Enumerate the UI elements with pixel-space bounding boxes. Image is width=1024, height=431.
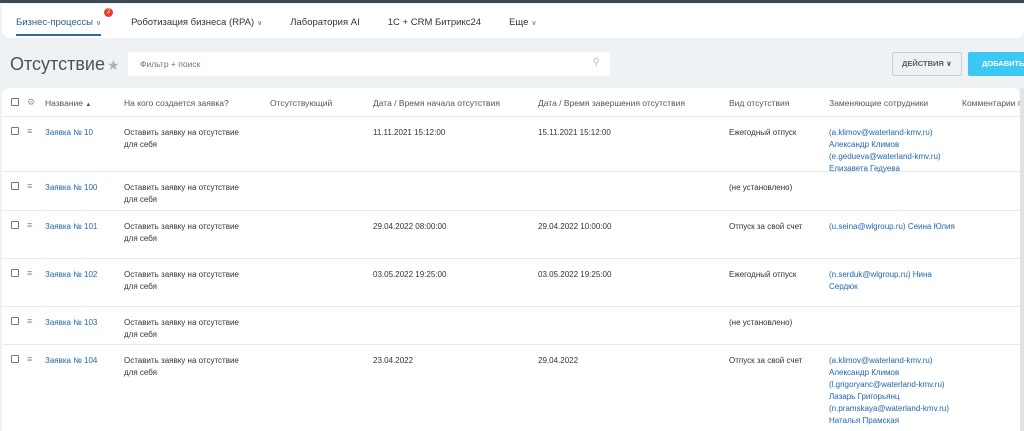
row-menu-icon[interactable]: ≡	[27, 268, 33, 278]
row-menu-icon[interactable]: ≡	[27, 316, 33, 326]
col-header-start[interactable]: Дата / Время начала отсутствия	[373, 98, 500, 108]
filter-search: ⚲	[128, 52, 610, 76]
active-tab-indicator	[16, 34, 102, 36]
actions-button[interactable]: ДЕЙСТВИЯ ∨	[892, 52, 962, 76]
request-link[interactable]: Заявка № 103	[45, 318, 98, 327]
chevron-down-icon: ∨	[531, 20, 537, 27]
tab-rpa[interactable]: Роботизация бизнеса (RPA) ∨	[131, 17, 262, 30]
col-label: Название	[45, 98, 83, 108]
search-icon[interactable]: ⚲	[592, 57, 600, 68]
gear-icon[interactable]: ⚙	[27, 97, 36, 107]
cell-for: Оставить заявку на отсутствие для себя	[124, 183, 239, 204]
request-link[interactable]: Заявка № 102	[45, 270, 98, 279]
col-header-name[interactable]: Название ▲	[45, 97, 91, 111]
cell-end: 29.04.2022	[538, 356, 579, 365]
cell-start: 03.05.2022 19:25:00	[373, 270, 447, 279]
notification-badge: 2	[104, 8, 114, 17]
star-icon[interactable]: ★	[106, 57, 120, 73]
cell-type: (не установлено)	[729, 318, 793, 327]
sort-asc-icon: ▲	[85, 102, 92, 108]
row-checkbox[interactable]	[11, 317, 19, 325]
data-grid: ⚙ Название ▲ На кого создается заявка? О…	[2, 88, 1020, 431]
cell-replacements[interactable]: (n.serduk@wlgroup.ru) Нина Сердюк	[829, 270, 932, 291]
actions-label: ДЕЙСТВИЯ	[902, 59, 944, 68]
col-header-for[interactable]: На кого создается заявка?	[124, 98, 229, 108]
table-row: ≡ Заявка № 102 Оставить заявку на отсутс…	[2, 259, 1020, 307]
tab-business-processes[interactable]: Бизнес-процессы ∨ 2	[16, 8, 114, 36]
request-link[interactable]: Заявка № 101	[45, 222, 98, 231]
cell-for: Оставить заявку на отсутствие для себя	[124, 356, 239, 377]
row-checkbox[interactable]	[11, 269, 19, 277]
select-all-checkbox[interactable]	[11, 98, 19, 106]
table-row: ≡ Заявка № 101 Оставить заявку на отсутс…	[2, 211, 1020, 259]
cell-for: Оставить заявку на отсутствие для себя	[124, 318, 239, 339]
table-row: ≡ Заявка № 103 Оставить заявку на отсутс…	[2, 307, 1020, 345]
col-header-replacements[interactable]: Заменяющие сотрудники	[829, 98, 929, 108]
cell-type: Ежегодный отпуск	[729, 270, 797, 279]
chevron-down-icon: ∨	[945, 59, 952, 68]
table-row: ≡ Заявка № 100 Оставить заявку на отсутс…	[2, 172, 1020, 211]
col-header-absent[interactable]: Отсутствующий	[270, 98, 333, 108]
cell-start: 11.11.2021 15:12:00	[373, 128, 446, 137]
page-title-text: Отсутствие	[10, 54, 105, 74]
row-checkbox[interactable]	[11, 355, 19, 363]
top-nav: Бизнес-процессы ∨ 2 Роботизация бизнеса (R…	[2, 4, 1024, 38]
col-header-comments[interactable]: Комментарии п	[962, 98, 1020, 108]
cell-for: Оставить заявку на отсутствие для себя	[124, 128, 239, 149]
cell-type: (не установлено)	[729, 183, 793, 192]
top-bar	[0, 0, 1024, 3]
table-header: ⚙ Название ▲ На кого создается заявка? О…	[2, 88, 1020, 117]
table-row: ≡ Заявка № 104 Оставить заявку на отсутс…	[2, 345, 1020, 431]
tab-more[interactable]: Еще ∨	[509, 17, 536, 30]
row-checkbox[interactable]	[11, 182, 19, 190]
add-button[interactable]: ДОБАВИТЬ	[968, 52, 1024, 76]
cell-type: Отпуск за свой счет	[729, 222, 803, 231]
cell-replacements[interactable]: (a.klimov@waterland-kmv.ru) Александр Кл…	[829, 128, 941, 173]
table-row: ≡ Заявка № 10 Оставить заявку на отсутст…	[2, 117, 1020, 173]
request-link[interactable]: Заявка № 10	[45, 128, 93, 137]
tab-1c-crm[interactable]: 1С + CRM Битрикс24	[387, 17, 482, 28]
cell-end: 15.11.2021 15:12:00	[538, 128, 611, 137]
search-input[interactable]	[128, 52, 568, 76]
row-menu-icon[interactable]: ≡	[27, 181, 33, 191]
tab-label: Бизнес-процессы	[16, 17, 93, 28]
request-link[interactable]: Заявка № 100	[45, 183, 98, 192]
cell-start: 23.04.2022	[373, 356, 414, 365]
col-header-end[interactable]: Дата / Время завершения отсутствия	[538, 98, 685, 108]
cell-type: Ежегодный отпуск	[729, 128, 797, 137]
cell-start: 29.04.2022 08:00:00	[373, 222, 447, 231]
chevron-down-icon: ∨	[257, 20, 263, 27]
tab-ai-lab[interactable]: Лаборатория AI	[290, 17, 360, 28]
row-menu-icon[interactable]: ≡	[27, 126, 33, 136]
tab-label: Еще	[509, 17, 529, 28]
row-checkbox[interactable]	[11, 221, 19, 229]
col-header-type[interactable]: Вид отсутствия	[729, 98, 790, 108]
cell-replacements[interactable]: (a.klimov@waterland-kmv.ru) Александр Кл…	[829, 356, 950, 425]
tab-label: Роботизация бизнеса (RPA)	[131, 17, 255, 28]
cell-end: 29.04.2022 10:00:00	[538, 222, 612, 231]
row-menu-icon[interactable]: ≡	[27, 354, 33, 364]
request-link[interactable]: Заявка № 104	[45, 356, 98, 365]
chevron-down-icon: ∨	[96, 20, 102, 27]
cell-replacements[interactable]: (u.seina@wlgroup.ru) Сеина Юлия	[829, 222, 955, 231]
row-checkbox[interactable]	[11, 127, 19, 135]
scrollbar[interactable]	[1020, 88, 1024, 431]
cell-type: Отпуск за свой счет	[729, 356, 803, 365]
cell-end: 03.05.2022 19:25:00	[538, 270, 612, 279]
cell-for: Оставить заявку на отсутствие для себя	[124, 222, 239, 243]
page-title: Отсутствие ★	[10, 54, 120, 75]
row-menu-icon[interactable]: ≡	[27, 220, 33, 230]
cell-for: Оставить заявку на отсутствие для себя	[124, 270, 239, 291]
